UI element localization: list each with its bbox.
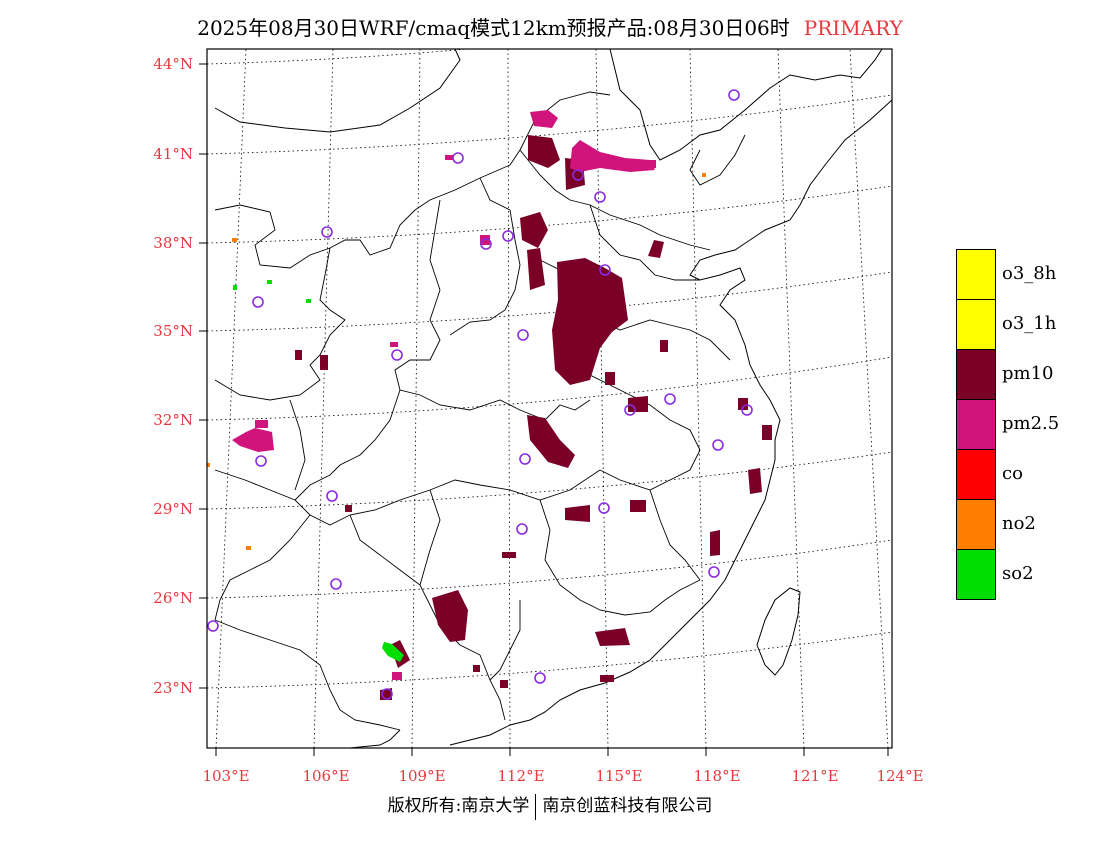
lon-label-106: 106°E	[302, 767, 349, 785]
lat-label-32: 32°N	[153, 411, 193, 429]
copyright-footer: 版权所有:南京大学 南京创蓝科技有限公司	[0, 791, 1100, 820]
legend-item-pm25: pm2.5	[956, 399, 1096, 450]
taiwan-outline	[756, 587, 801, 676]
lon-label-109: 109°E	[398, 767, 445, 785]
legend-label: so2	[1002, 563, 1034, 584]
lon-label-115: 115°E	[595, 767, 642, 785]
legend-swatch	[956, 299, 996, 350]
so2-areas	[233, 280, 404, 662]
lat-label-26: 26°N	[153, 589, 193, 607]
footer-divider	[535, 793, 537, 820]
legend-item-no2: no2	[956, 499, 1096, 550]
legend-swatch	[956, 499, 996, 550]
legend-swatch	[956, 449, 996, 500]
latitude-labels: 44°N 41°N 38°N 35°N 32°N 29°N 26°N 23°N	[153, 55, 193, 697]
lat-label-38: 38°N	[153, 234, 193, 252]
lat-label-29: 29°N	[153, 500, 193, 518]
longitude-labels: 103°E 106°E 109°E 112°E 115°E 118°E 121°…	[202, 767, 923, 785]
title-text: 2025年08月30日WRF/cmaq模式12km预报产品:08月30日06时	[197, 16, 790, 40]
legend-label: pm2.5	[1002, 413, 1060, 434]
lon-label-118: 118°E	[693, 767, 740, 785]
axis-ticks	[199, 63, 889, 756]
legend-swatch	[956, 249, 996, 300]
no2-areas	[207, 173, 706, 550]
legend-item-o3-1h: o3_1h	[956, 299, 1096, 350]
legend-item-co: co	[956, 449, 1096, 500]
legend-swatch	[956, 349, 996, 400]
legend-label: co	[1002, 463, 1023, 484]
lat-label-44: 44°N	[153, 55, 193, 73]
lon-label-124: 124°E	[876, 767, 923, 785]
lat-label-35: 35°N	[153, 322, 193, 340]
legend-label: pm10	[1002, 363, 1054, 384]
legend-label: o3_1h	[1002, 313, 1057, 334]
lon-label-103: 103°E	[202, 767, 249, 785]
legend-label: o3_8h	[1002, 263, 1057, 284]
lon-label-112: 112°E	[497, 767, 544, 785]
copyright-company: 南京创蓝科技有限公司	[542, 796, 713, 816]
latitude-gridlines	[207, 49, 892, 689]
pollutant-legend: o3_8h o3_1h pm10 pm2.5 co no2 so2	[956, 249, 1096, 600]
map-title: 2025年08月30日WRF/cmaq模式12km预报产品:08月30日06时 P…	[0, 12, 1100, 41]
lat-label-23: 23°N	[153, 679, 193, 697]
pm25-areas	[232, 110, 656, 680]
legend-item-so2: so2	[956, 549, 1096, 600]
legend-item-o3-8h: o3_8h	[956, 249, 1096, 300]
legend-label: no2	[1002, 513, 1036, 534]
province-boundaries	[214, 91, 746, 731]
coastline	[214, 49, 892, 748]
primary-badge: PRIMARY	[803, 16, 903, 40]
legend-swatch	[956, 549, 996, 600]
lon-label-121: 121°E	[791, 767, 838, 785]
legend-swatch	[956, 399, 996, 450]
legend-item-pm10: pm10	[956, 349, 1096, 400]
map-frame	[206, 48, 893, 749]
copyright-owner: 版权所有:南京大学	[387, 796, 530, 816]
monitoring-stations	[207, 89, 753, 700]
lat-label-41: 41°N	[153, 145, 193, 163]
